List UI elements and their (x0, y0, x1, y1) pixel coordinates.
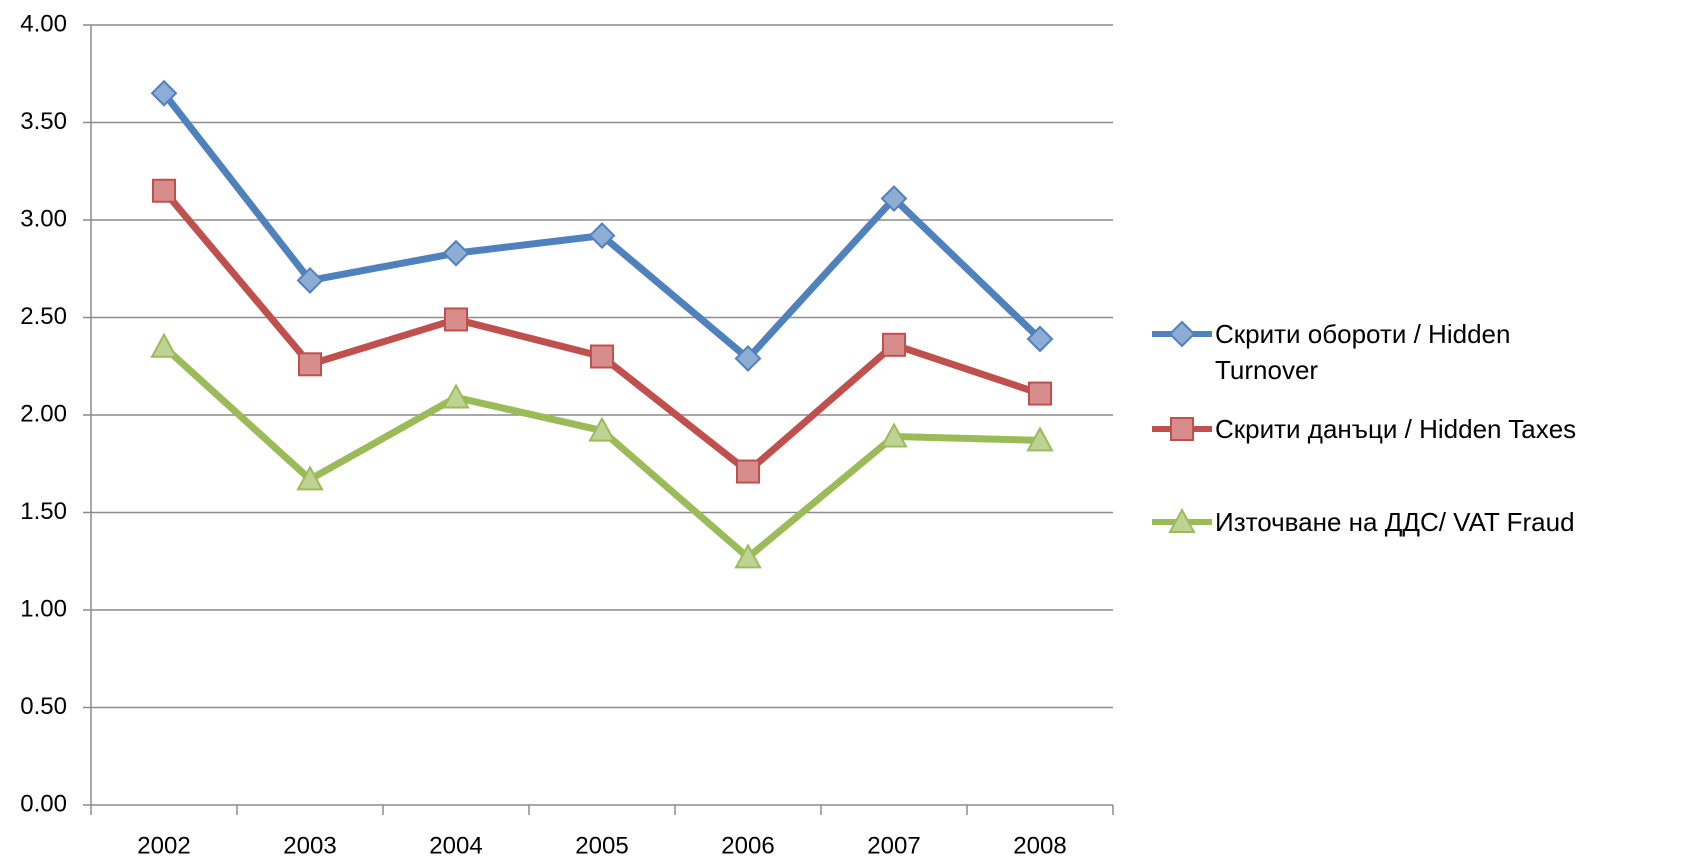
marker (588, 416, 616, 442)
legend-label: Източване на ДДС/ VAT Fraud (1215, 507, 1575, 537)
series-line (161, 344, 1041, 561)
marker (882, 332, 906, 357)
marker (296, 465, 324, 491)
x-tick-label: 2003 (283, 832, 336, 859)
marker (150, 332, 178, 358)
marker (1170, 417, 1194, 441)
marker (1168, 320, 1196, 348)
y-tick-label: 3.00 (20, 205, 67, 232)
marker (442, 383, 470, 409)
y-tick-label: 0.50 (20, 693, 67, 720)
x-tick-label: 2007 (867, 832, 920, 859)
marker (734, 345, 762, 372)
marker (296, 267, 324, 294)
x-tick-label: 2008 (1013, 832, 1066, 859)
marker (588, 222, 616, 250)
marker (298, 352, 322, 377)
y-tick-label: 2.00 (20, 400, 67, 427)
marker (1028, 381, 1052, 406)
x-tick-label: 2004 (429, 832, 482, 859)
legend-label: Скрити данъци / Hidden Taxes (1215, 414, 1577, 444)
y-tick-label: 1.00 (20, 595, 67, 622)
marker (734, 543, 762, 569)
y-tick-label: 0.00 (20, 790, 67, 817)
marker (150, 79, 178, 107)
marker (880, 185, 908, 212)
marker (1026, 325, 1054, 353)
y-tick-label: 4.00 (20, 10, 67, 37)
y-tick-label: 1.50 (20, 498, 67, 525)
marker (442, 239, 470, 267)
marker (590, 344, 614, 369)
marker (444, 307, 468, 332)
y-tick-label: 3.50 (20, 108, 67, 135)
marker (1026, 426, 1054, 452)
x-tick-label: 2002 (137, 832, 190, 859)
x-tick-label: 2005 (575, 832, 628, 859)
y-tick-label: 2.50 (20, 303, 67, 330)
marker (152, 178, 176, 203)
marker (736, 459, 760, 484)
x-tick-label: 2006 (721, 832, 774, 859)
marker (880, 422, 908, 448)
marker (1168, 507, 1196, 533)
legend-label: Скрити обороти / Hidden Turnover (1215, 319, 1511, 385)
